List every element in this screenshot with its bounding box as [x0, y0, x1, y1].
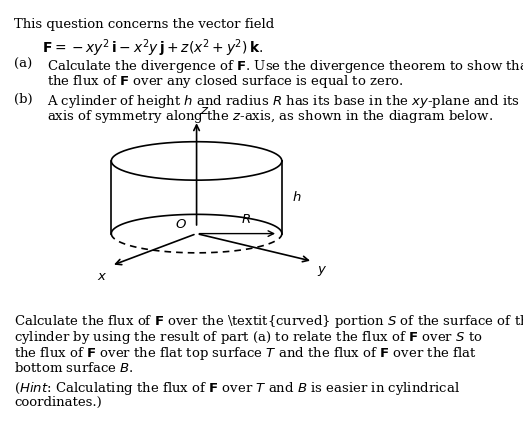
Text: $h$: $h$	[291, 190, 301, 204]
Text: (b): (b)	[15, 93, 33, 106]
Text: $z$: $z$	[200, 104, 210, 117]
Text: cylinder by using the result of part (a) to relate the flux of $\mathbf{F}$ over: cylinder by using the result of part (a)…	[15, 329, 483, 346]
Text: the flux of $\mathbf{F}$ over any closed surface is equal to zero.: the flux of $\mathbf{F}$ over any closed…	[48, 73, 404, 90]
Text: ($\mathit{Hint}$: Calculating the flux of $\mathbf{F}$ over $T$ and $B$ is easie: ($\mathit{Hint}$: Calculating the flux o…	[15, 380, 460, 397]
Text: A cylinder of height $h$ and radius $R$ has its base in the $xy$-plane and its: A cylinder of height $h$ and radius $R$ …	[48, 93, 520, 110]
Text: axis of symmetry along the $z$-axis, as shown in the diagram below.: axis of symmetry along the $z$-axis, as …	[48, 107, 493, 125]
Text: This question concerns the vector field: This question concerns the vector field	[15, 18, 275, 31]
Text: $O$: $O$	[175, 219, 187, 232]
Text: $y$: $y$	[317, 264, 327, 278]
Text: $x$: $x$	[97, 270, 107, 283]
Text: the flux of $\mathbf{F}$ over the flat top surface $T$ and the flux of $\mathbf{: the flux of $\mathbf{F}$ over the flat t…	[15, 345, 477, 362]
Text: $R$: $R$	[241, 213, 251, 226]
Text: $\mathbf{F} = -xy^2\,\mathbf{i} - x^2y\,\mathbf{j} + z(x^2 + y^2)\,\mathbf{k}.$: $\mathbf{F} = -xy^2\,\mathbf{i} - x^2y\,…	[41, 37, 263, 58]
Text: (a): (a)	[15, 58, 32, 71]
Text: coordinates.): coordinates.)	[15, 396, 102, 409]
Text: Calculate the flux of $\mathbf{F}$ over the \textit{curved} portion $S$ of the s: Calculate the flux of $\mathbf{F}$ over …	[15, 313, 523, 330]
Text: Calculate the divergence of $\mathbf{F}$. Use the divergence theorem to show tha: Calculate the divergence of $\mathbf{F}$…	[48, 58, 523, 75]
Text: bottom surface $B$.: bottom surface $B$.	[15, 362, 134, 375]
